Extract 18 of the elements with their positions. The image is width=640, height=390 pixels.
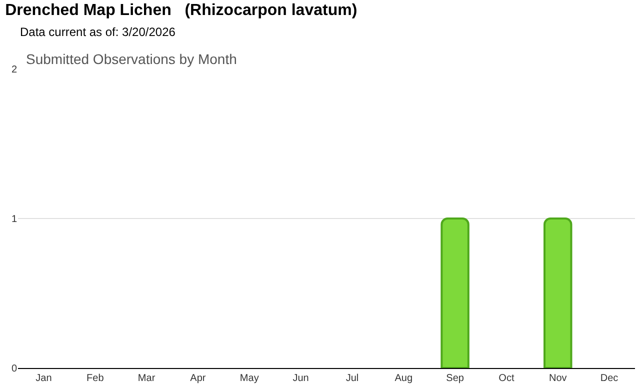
y-tick-label: 2 [11, 64, 18, 76]
x-tick-label: Oct [498, 373, 514, 384]
x-tick-label: May [240, 373, 259, 384]
x-tick-label: Jul [346, 373, 359, 384]
x-tick-label: Sep [446, 373, 464, 384]
x-tick-label: Jan [36, 373, 52, 384]
x-tick-label: Nov [548, 373, 567, 384]
x-tick-label: Dec [600, 373, 618, 384]
x-tick-label: Aug [394, 373, 413, 384]
chart-title: Drenched Map Lichen (Rhizocarpon lavatum) [5, 2, 358, 20]
x-tick-label: Apr [190, 373, 206, 384]
y-tick-label: 0 [11, 364, 18, 374]
chart-subtitle: Data current as of: 3/20/2026 [20, 25, 176, 39]
text: Submitted Observations by Month [26, 51, 237, 67]
y-tick-label: 1 [11, 214, 18, 225]
x-tick-label: Jun [292, 373, 309, 384]
x-tick-label: Mar [138, 373, 156, 384]
x-tick-label: Feb [86, 373, 104, 384]
